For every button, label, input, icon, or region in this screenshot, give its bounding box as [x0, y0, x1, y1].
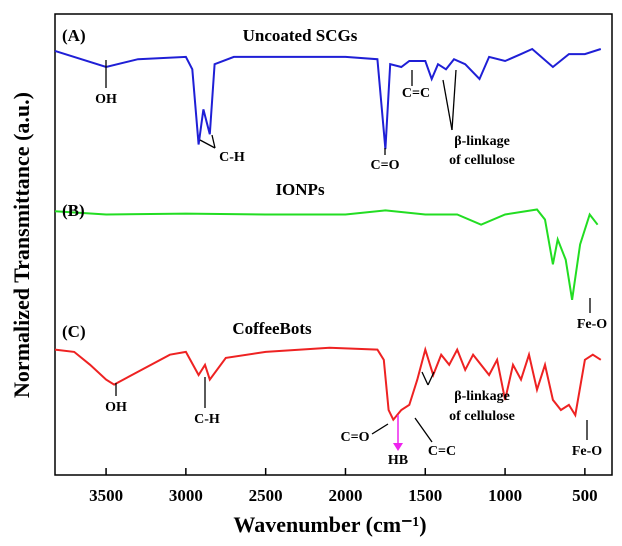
x-tick-label: 2500	[249, 486, 283, 505]
annotation: β-linkage	[454, 134, 510, 149]
spectrum-line	[54, 47, 602, 150]
annotation: Fe-O	[577, 317, 607, 332]
leader-line	[421, 371, 429, 386]
annotation: (B)	[62, 201, 85, 220]
x-tick-label: 3000	[169, 486, 203, 505]
annotation: C-H	[194, 412, 220, 427]
annotation: β-linkage	[454, 389, 510, 404]
leader-line	[211, 134, 216, 149]
y-axis-label: Normalized Transmittance (a.u.)	[9, 92, 34, 398]
spectrum-line	[54, 208, 599, 300]
leader-line	[414, 417, 433, 443]
leader-line	[199, 139, 216, 149]
annotation: OH	[95, 92, 117, 107]
annotation: of cellulose	[449, 409, 515, 424]
annotation: C-H	[219, 150, 245, 165]
x-tick-label: 500	[572, 486, 598, 505]
annotation: C=C	[402, 86, 430, 101]
annotation: C=C	[428, 444, 456, 459]
spectrum-line	[54, 345, 602, 422]
annotation: C=O	[341, 430, 370, 445]
annotation: (C)	[62, 322, 86, 341]
x-tick-label: 1500	[408, 486, 442, 505]
hb-arrow-head	[393, 443, 403, 451]
x-axis-label: Wavenumber (cm⁻¹)	[233, 512, 426, 537]
x-tick-label: 3500	[89, 486, 123, 505]
annotation: Fe-O	[572, 444, 602, 459]
annotation: HB	[388, 453, 408, 468]
series-label: Uncoated SCGs	[243, 26, 358, 45]
annotation: OH	[105, 400, 127, 415]
plot-frame	[54, 13, 613, 476]
series-label: IONPs	[275, 180, 325, 199]
annotation: C=O	[371, 158, 400, 173]
leader-line	[371, 423, 389, 435]
leader-line	[442, 79, 453, 131]
series-label: CoffeeBots	[232, 319, 312, 338]
x-tick-label: 2000	[328, 486, 362, 505]
leader-line	[451, 69, 457, 131]
annotation: (A)	[62, 26, 86, 45]
x-tick-label: 1000	[488, 486, 522, 505]
leader-line	[427, 371, 435, 386]
annotation: of cellulose	[449, 153, 515, 168]
